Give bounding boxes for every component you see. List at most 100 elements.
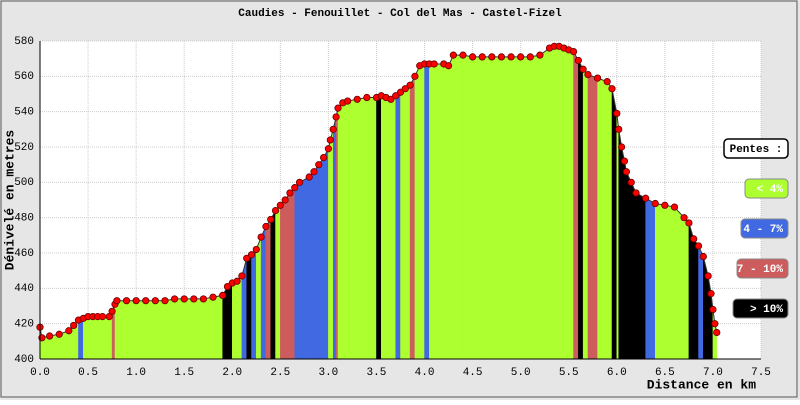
point-marker — [685, 219, 693, 227]
slope-band — [280, 199, 286, 360]
slope-band — [328, 139, 331, 360]
slope-band — [145, 300, 156, 360]
slope-band — [342, 100, 348, 360]
point-marker — [329, 125, 337, 133]
point-marker — [363, 93, 371, 102]
point-marker — [579, 65, 587, 73]
legend-label: > 10% — [750, 304, 783, 316]
x-tick-label: 5.0 — [511, 367, 531, 379]
slope-band — [284, 192, 291, 360]
slope-band — [126, 300, 137, 360]
legend-title: Pentes : — [730, 144, 783, 156]
point-marker — [613, 109, 621, 118]
x-tick-label: 1.5 — [174, 367, 194, 379]
y-tick-label: 520 — [14, 142, 34, 154]
point-marker — [267, 215, 275, 224]
point-marker — [247, 251, 256, 259]
x-tick-label: 0.0 — [30, 367, 50, 379]
point-marker — [411, 72, 419, 80]
slope-band — [433, 63, 445, 360]
point-marker — [608, 85, 616, 93]
y-tick-label: 460 — [14, 248, 34, 260]
slope-band — [630, 182, 637, 360]
point-marker — [353, 95, 361, 103]
slope-band — [698, 245, 704, 360]
x-tick-label: 4.5 — [463, 367, 483, 379]
x-tick-label: 7.5 — [751, 367, 771, 379]
slope-band — [330, 129, 334, 360]
point-marker — [305, 173, 313, 181]
slope-band — [558, 45, 565, 360]
point-marker — [223, 282, 232, 291]
point-marker — [65, 327, 73, 335]
slope-band — [256, 237, 262, 360]
point-marker — [295, 178, 304, 186]
slope-band — [472, 56, 483, 360]
point-marker — [108, 307, 116, 315]
slope-band — [87, 316, 94, 360]
slope-band — [337, 102, 344, 360]
slope-band — [236, 275, 243, 360]
slope-band — [97, 316, 103, 360]
point-marker — [620, 157, 629, 165]
point-marker — [55, 330, 63, 338]
point-marker — [233, 277, 241, 285]
x-tick-label: 7.0 — [703, 367, 723, 379]
point-marker — [488, 53, 496, 61]
slope-band — [335, 108, 339, 360]
slope-band — [299, 176, 310, 360]
point-marker — [209, 293, 217, 301]
point-marker — [243, 254, 251, 262]
slope-band — [381, 95, 387, 360]
point-marker — [252, 245, 260, 254]
point-marker — [584, 70, 592, 79]
slope-band — [510, 56, 521, 360]
point-marker — [387, 95, 395, 103]
point-marker — [618, 143, 626, 151]
point-marker — [709, 305, 717, 314]
slope-band — [395, 91, 401, 360]
point-marker — [406, 81, 414, 89]
slope-band — [366, 97, 377, 360]
slope-band — [78, 318, 84, 360]
slope-band — [616, 113, 619, 360]
point-marker — [396, 88, 405, 96]
x-tick-label: 5.5 — [559, 367, 579, 379]
slope-band — [429, 63, 435, 360]
point-marker — [713, 328, 721, 337]
slope-band — [582, 68, 589, 360]
point-marker — [622, 168, 631, 176]
slope-band — [260, 226, 267, 360]
slope-band — [573, 51, 579, 360]
point-marker — [271, 207, 280, 215]
slope-band — [618, 129, 622, 360]
slope-band — [424, 63, 430, 360]
point-marker — [699, 252, 707, 261]
slope-band — [539, 47, 550, 360]
slope-band — [674, 206, 685, 360]
point-marker — [180, 295, 188, 303]
slope-band — [530, 54, 541, 360]
slope-band — [688, 222, 694, 360]
slope-band — [183, 298, 195, 360]
slope-band — [275, 204, 281, 360]
slope-band — [448, 55, 454, 360]
slope-band — [409, 76, 416, 360]
slope-band — [289, 186, 296, 360]
y-tick-label: 580 — [14, 36, 34, 48]
x-tick-label: 3.0 — [318, 367, 338, 379]
slope-band — [481, 56, 493, 360]
slope-band — [332, 116, 337, 360]
legend-label: 7 - 10% — [737, 264, 784, 276]
slope-band — [578, 60, 584, 360]
point-marker — [281, 196, 289, 204]
point-marker — [651, 199, 659, 208]
slope-band — [155, 300, 166, 360]
slope-band — [265, 218, 271, 360]
point-marker — [704, 272, 712, 280]
point-marker — [113, 297, 121, 305]
x-tick-label: 0.5 — [78, 367, 98, 379]
point-marker — [468, 53, 477, 61]
point-marker — [219, 291, 227, 299]
